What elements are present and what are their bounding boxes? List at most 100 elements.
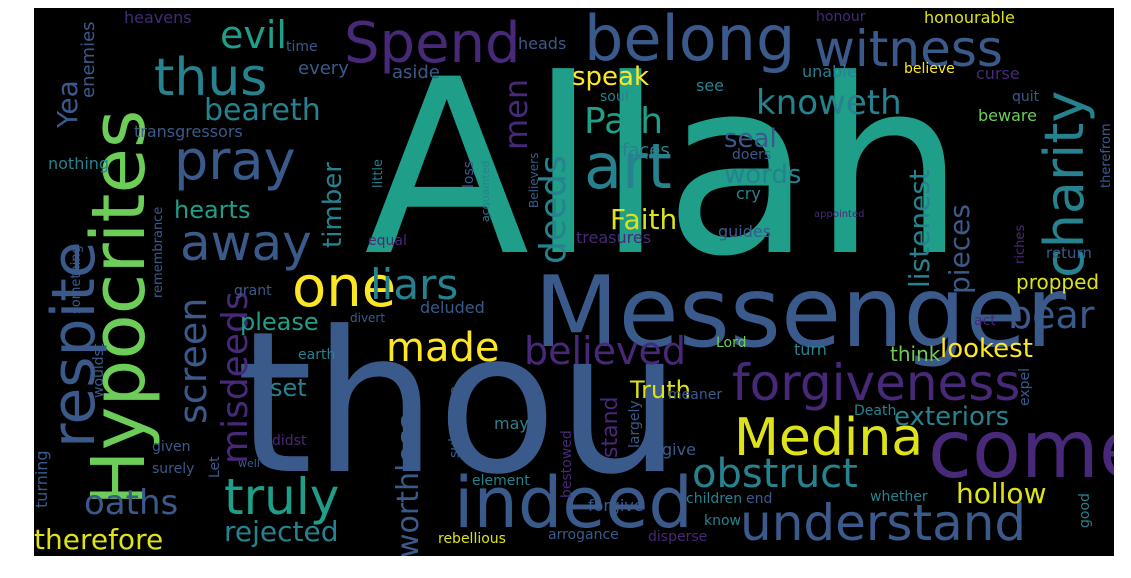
- word-soul: soul: [600, 89, 629, 105]
- word-faith: Faith: [610, 203, 678, 236]
- word-rejected: rejected: [224, 515, 339, 548]
- word-pieces: pieces: [943, 204, 976, 294]
- word-come: come: [928, 403, 1114, 496]
- word-give: give: [662, 440, 696, 459]
- word-largely: largely: [627, 400, 643, 448]
- word-knoweth: knoweth: [756, 83, 902, 123]
- word-substance: substance: [447, 386, 463, 458]
- word-arrogance: arrogance: [548, 527, 619, 543]
- word-appointed: appointed: [814, 209, 865, 220]
- word-well: well: [238, 457, 260, 470]
- word-rebellious: rebellious: [438, 531, 506, 547]
- word-something: something: [69, 245, 84, 314]
- word-believed: believed: [524, 329, 686, 373]
- word-unable: unable: [802, 62, 857, 81]
- word-therefore: therefore: [34, 523, 164, 556]
- word-made: made: [386, 325, 500, 371]
- word-may: may: [494, 414, 529, 433]
- word-understand: understand: [740, 494, 1027, 552]
- word-please: please: [240, 308, 319, 336]
- word-know: know: [704, 513, 741, 529]
- word-path: Path: [584, 101, 664, 142]
- word-see: see: [696, 76, 725, 95]
- word-allah: Allah: [364, 28, 966, 310]
- word-truth: Truth: [630, 376, 691, 404]
- word-expel: expel: [1017, 367, 1033, 406]
- word-nothing: nothing: [48, 154, 110, 173]
- word-beareth: beareth: [204, 93, 321, 128]
- word-thou: thou: [236, 290, 682, 518]
- word-speak: speak: [572, 62, 650, 92]
- word-guides: guides: [718, 222, 772, 241]
- word-heads: heads: [518, 34, 567, 53]
- word-act: act: [974, 313, 996, 329]
- word-truly: truly: [224, 468, 340, 526]
- word-acquainted: acquainted: [479, 160, 492, 222]
- word-riches: riches: [1013, 224, 1028, 264]
- word-hollow: hollow: [956, 477, 1047, 510]
- word-away: away: [180, 214, 312, 272]
- word-turning: turning: [34, 450, 51, 508]
- word-bear: bear: [1008, 293, 1095, 337]
- word-spend: Spend: [344, 11, 521, 76]
- word-liars: liars: [370, 260, 459, 309]
- word-messenger: Messenger: [534, 256, 1067, 370]
- word-little: little: [371, 158, 386, 188]
- word-faces: faces: [622, 140, 670, 161]
- word-curse: curse: [976, 64, 1020, 83]
- word-art: art: [584, 130, 672, 203]
- word-time: time: [286, 39, 318, 55]
- word-belong: belong: [584, 8, 796, 75]
- word-indeed: indeed: [454, 462, 693, 544]
- word-believers: Believers: [527, 152, 541, 208]
- word-charity: charity: [1033, 90, 1096, 278]
- word-good: good: [1077, 493, 1093, 528]
- word-thus: thus: [154, 48, 268, 108]
- word-therefrom: therefrom: [1099, 123, 1114, 188]
- word-pray: pray: [174, 129, 296, 192]
- word-remembrance: remembrance: [151, 206, 166, 298]
- word-disperse: disperse: [648, 529, 708, 545]
- word-exteriors: exteriors: [894, 402, 1010, 432]
- word-given: given: [152, 439, 191, 455]
- word-grant: grant: [234, 283, 272, 299]
- word-propped: propped: [1016, 270, 1100, 294]
- word-lord: Lord: [716, 335, 747, 351]
- word-beware: beware: [978, 106, 1037, 125]
- word-meaner: meaner: [668, 387, 723, 403]
- word-words: words: [724, 160, 802, 190]
- word-earth: earth: [298, 347, 336, 363]
- word-listenest: listenest: [903, 169, 936, 288]
- word-one: one: [292, 255, 397, 320]
- word-let: Let: [207, 456, 223, 478]
- word-witness: witness: [814, 20, 1003, 78]
- word-evil: evil: [220, 13, 287, 57]
- word-lookest: lookest: [940, 334, 1033, 364]
- word-every: every: [298, 58, 349, 79]
- word-element: element: [472, 473, 530, 489]
- word-honourable: honourable: [924, 8, 1015, 27]
- word-end: end: [746, 491, 773, 507]
- word-wouldst: wouldst: [91, 343, 107, 398]
- word-deluded: deluded: [420, 298, 485, 317]
- word-surely: surely: [152, 461, 195, 477]
- word-men: men: [497, 78, 535, 150]
- word-whether: whether: [870, 489, 928, 505]
- word-forgive: forgive: [588, 496, 644, 515]
- word-cloud: Allah thou Messenger Hypocrites come ind…: [34, 8, 1114, 556]
- word-screen: screen: [171, 297, 215, 424]
- word-timber: timber: [318, 162, 348, 248]
- word-enemies: enemies: [78, 21, 99, 98]
- word-turn: turn: [794, 340, 827, 359]
- word-respite: respite: [39, 241, 109, 448]
- word-oaths: oaths: [84, 483, 179, 523]
- word-worthless: worthless: [391, 413, 426, 556]
- word-deeds: deeds: [533, 155, 574, 264]
- word-bestowed: bestowed: [559, 430, 575, 498]
- word-loss: loss: [461, 160, 477, 188]
- word-equal: equal: [368, 233, 407, 249]
- word-doers: doers: [732, 147, 772, 163]
- word-death: Death: [854, 403, 897, 419]
- word-hearts: hearts: [174, 196, 251, 224]
- word-medina: Medina: [734, 408, 924, 468]
